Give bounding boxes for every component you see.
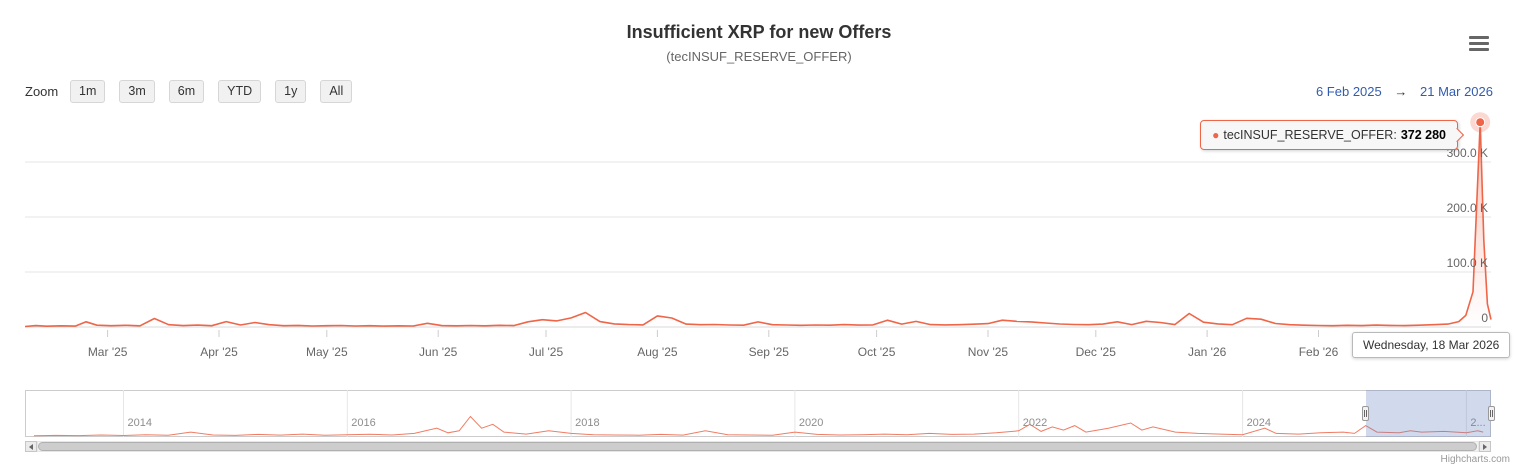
tooltip-value: 372 280 [1400,128,1446,142]
zoom-buttons: 1m 3m 6m YTD 1y All [70,80,353,103]
chart-title: Insufficient XRP for new Offers [626,22,892,42]
zoom-button-ytd[interactable]: YTD [218,80,262,103]
range-from-input[interactable]: 6 Feb 2025 [1315,84,1382,99]
zoom-button-1m[interactable]: 1m [70,80,106,103]
scrollbar-thumb[interactable] [38,442,1477,451]
tooltip: ● tecINSUF_RESERVE_OFFER: 372 280 [1200,120,1465,150]
navigator-outline [25,390,1491,437]
zoom-button-3m[interactable]: 3m [119,80,155,103]
scrollbar-left-button[interactable] [25,441,37,452]
navigator-series-line [33,415,1484,437]
hamburger-icon [1468,36,1490,51]
arrow-right-icon [1483,443,1487,450]
export-menu-button[interactable] [1466,31,1492,55]
series-line [24,121,1492,328]
series-area [25,122,1491,327]
credits-link[interactable]: Highcharts.com [1440,454,1510,465]
navigator-selected-range[interactable] [1366,390,1491,437]
navigator-right-handle[interactable] [1488,406,1495,421]
range-arrow-icon: → [1394,84,1408,99]
point-marker [1475,117,1486,128]
tooltip-series-dot-icon: ● [1212,128,1220,142]
zoom-button-1y[interactable]: 1y [275,80,307,103]
range-selector-inputs: 6 Feb 2025 → 21 Mar 2026 [1316,84,1493,99]
zoom-label: Zoom [25,84,59,99]
chart-subtitle: (tecINSUF_RESERVE_OFFER) [666,49,852,64]
scrollbar-right-button[interactable] [1479,441,1491,452]
arrow-left-icon [29,443,33,450]
tooltip-series-label: tecINSUF_RESERVE_OFFER: [1223,128,1397,142]
scrollbar[interactable] [25,441,1491,452]
zoom-button-all[interactable]: All [320,80,353,103]
zoom-button-6m[interactable]: 6m [168,80,205,103]
navigator-left-handle[interactable] [1362,406,1369,421]
crosshair-date-label: Wednesday, 18 Mar 2026 [1352,332,1511,358]
range-to-input[interactable]: 21 Mar 2026 [1420,84,1493,99]
